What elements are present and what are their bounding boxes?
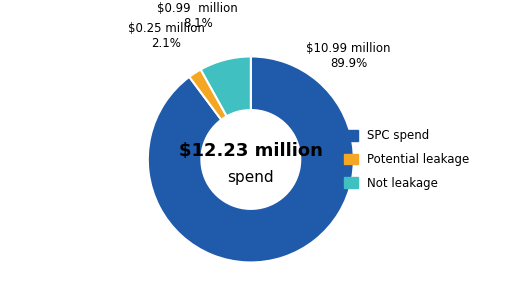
Wedge shape (148, 56, 354, 262)
Text: spend: spend (228, 171, 274, 185)
Legend: SPC spend, Potential leakage, Not leakage: SPC spend, Potential leakage, Not leakag… (339, 125, 474, 194)
Text: $0.99  million
8.1%: $0.99 million 8.1% (157, 2, 238, 30)
Wedge shape (190, 70, 227, 120)
Wedge shape (201, 56, 251, 116)
Text: $0.25 million
2.1%: $0.25 million 2.1% (128, 22, 205, 50)
Text: $12.23 million: $12.23 million (179, 142, 323, 160)
Text: $10.99 million
89.9%: $10.99 million 89.9% (306, 42, 391, 70)
